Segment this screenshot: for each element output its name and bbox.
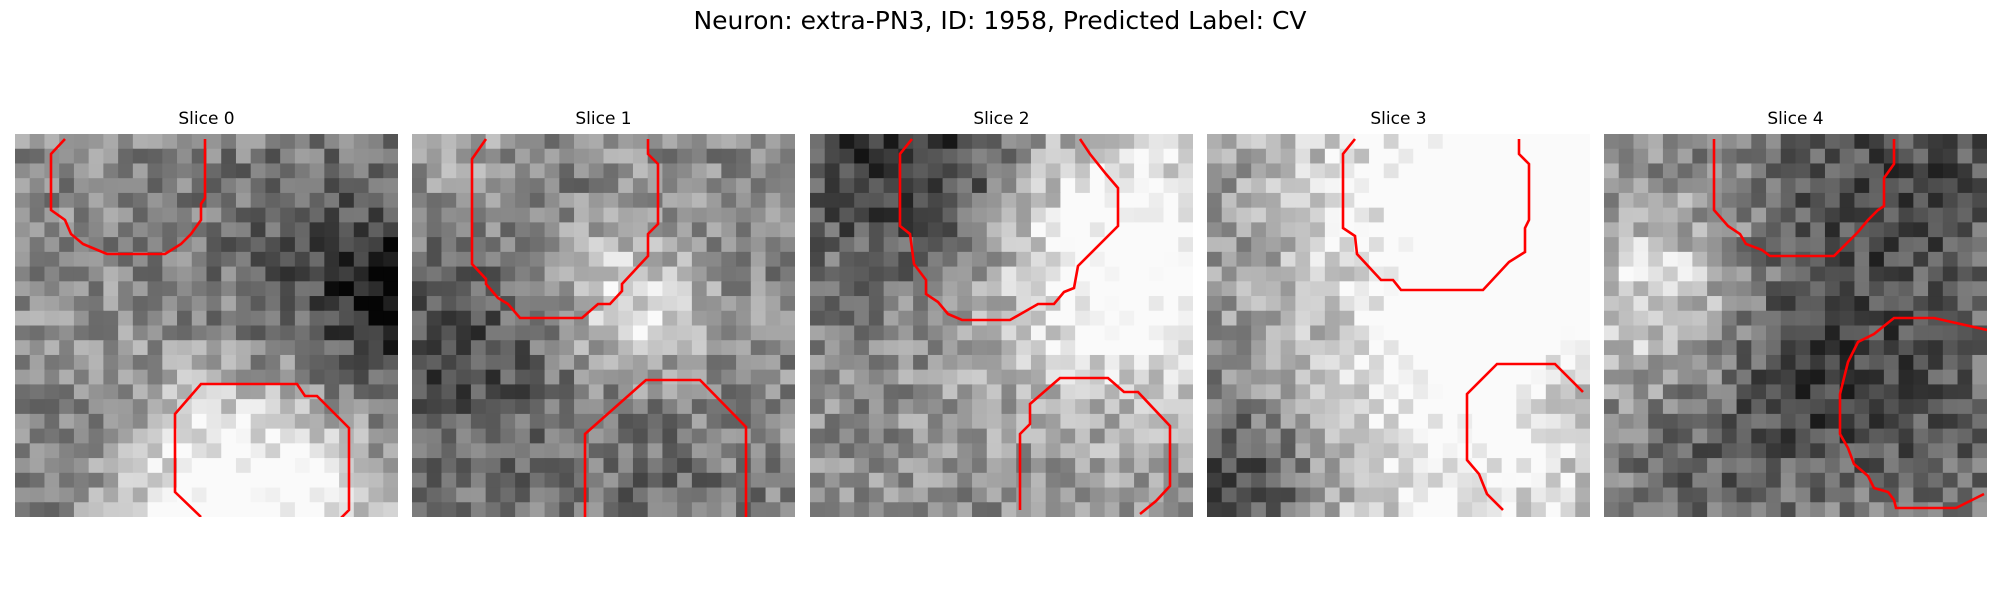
slice-0-title: Slice 0 [178,109,235,129]
slice-2-contour-1 [898,138,1120,322]
slice-3-contour-2 [1465,362,1584,511]
figure-title: Neuron: extra-PN3, ID: 1958, Predicted L… [693,6,1307,35]
slice-3-contour-1 [1341,138,1531,292]
slice-2-title: Slice 2 [973,109,1030,129]
slice-2-image [810,134,1193,517]
slice-1-pixels [412,134,795,517]
slice-0-image [15,134,398,517]
slice-1-title: Slice 1 [575,109,632,129]
slice-1-contour-1 [470,138,660,320]
slice-0-canvas [15,134,398,517]
slice-1-contour-2 [583,378,748,517]
slice-4-title: Slice 4 [1767,109,1824,129]
slice-0-contour-2 [173,382,351,517]
slice-4-contour-2 [1838,316,1987,510]
slice-4-canvas [1604,134,1987,517]
slice-3-canvas [1207,134,1590,517]
slice-2-pixels [810,134,1193,517]
slice-4-image [1604,134,1987,517]
slice-1-image [412,134,795,517]
slice-0-contour-1 [49,138,207,256]
slice-4-contour-1 [1712,139,1896,258]
slice-3-title: Slice 3 [1370,109,1427,129]
slice-3-pixels [1207,134,1590,517]
slice-1-canvas [412,134,795,517]
slice-0-pixels [15,134,398,517]
slice-3-image [1207,134,1590,517]
slice-2-canvas [810,134,1193,517]
slice-2-contour-2 [1018,376,1172,516]
slice-4-pixels [1604,134,1987,517]
